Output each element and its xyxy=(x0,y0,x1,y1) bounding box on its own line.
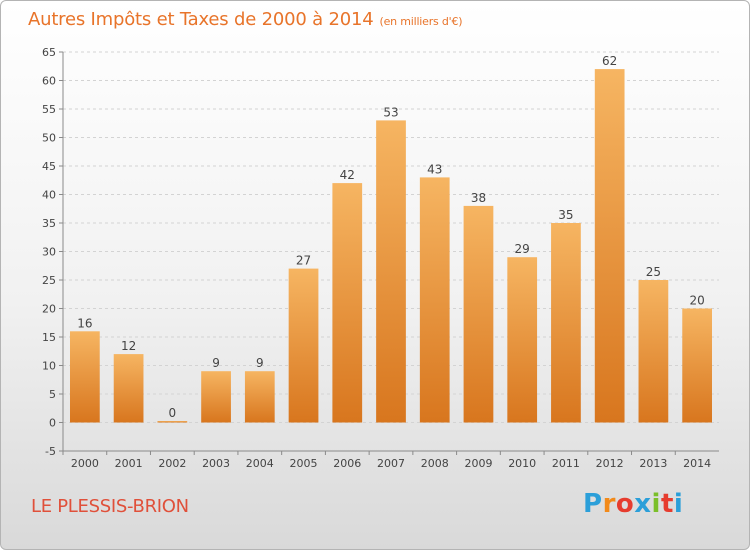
logo-letter: i xyxy=(673,489,684,519)
bar-2002 xyxy=(157,421,188,423)
logo-letter: P xyxy=(583,489,603,519)
bar-2010 xyxy=(507,257,538,423)
bar-2000 xyxy=(69,331,100,423)
x-tick-label: 2004 xyxy=(246,457,274,470)
logo-letter: t xyxy=(660,489,674,519)
y-tick-label: 35 xyxy=(42,217,56,230)
bar-2005 xyxy=(288,268,319,423)
data-label-2011: 35 xyxy=(558,208,573,222)
chart-title: Autres Impôts et Taxes de 2000 à 2014 (en… xyxy=(28,9,463,30)
bar-2003 xyxy=(201,371,231,423)
y-tick-label: 30 xyxy=(42,246,56,259)
x-tick-label: 2011 xyxy=(552,457,580,470)
y-tick-label: 0 xyxy=(49,417,56,430)
y-tick-label: 55 xyxy=(42,103,56,116)
y-tick-label: 20 xyxy=(42,303,56,316)
y-tick-label: 50 xyxy=(42,132,56,145)
bar-2008 xyxy=(419,177,450,423)
proxiti-logo[interactable]: Proxiti xyxy=(583,489,683,519)
commune-name: LE PLESSIS-BRION xyxy=(31,496,189,517)
x-tick-label: 2013 xyxy=(639,457,667,470)
data-labels: 16 12 0 9 9 27 42 53 43 38 29 35 62 25 20 xyxy=(77,54,705,420)
x-tick-label: 2006 xyxy=(333,457,361,470)
chart-subtitle: (en milliers d'€) xyxy=(379,15,463,28)
x-tick-label: 2005 xyxy=(290,457,318,470)
y-tick-label: 25 xyxy=(42,274,56,287)
x-tick-label: 2012 xyxy=(596,457,624,470)
bar-2004 xyxy=(244,371,275,423)
data-label-2012: 62 xyxy=(602,54,617,68)
data-label-2000: 16 xyxy=(77,316,92,330)
data-label-2003: 9 xyxy=(212,356,220,370)
y-tick-label: 45 xyxy=(42,160,56,173)
x-tick-label: 2009 xyxy=(464,457,492,470)
y-tick-label: 10 xyxy=(42,360,56,373)
logo-letter: o xyxy=(615,489,635,519)
y-tick-label: 5 xyxy=(49,388,56,401)
data-label-2005: 27 xyxy=(296,254,311,268)
bar-2014 xyxy=(682,308,713,423)
bar-2001 xyxy=(113,354,144,423)
data-label-2006: 42 xyxy=(340,168,355,182)
x-tick-label: 2002 xyxy=(158,457,186,470)
bar-2012 xyxy=(594,69,625,423)
y-tick-label: 40 xyxy=(42,189,56,202)
y-tick-label: 65 xyxy=(42,46,56,59)
y-tick-label: 15 xyxy=(42,331,56,344)
y-tick-label: -5 xyxy=(45,445,56,458)
data-label-2004: 9 xyxy=(256,356,264,370)
y-tick-label: 60 xyxy=(42,75,56,88)
bar-2006 xyxy=(332,183,363,423)
x-tick-label: 2010 xyxy=(508,457,536,470)
logo-letter: x xyxy=(634,489,652,519)
bar-2009 xyxy=(463,205,494,423)
data-label-2008: 43 xyxy=(427,162,442,176)
bar-2013 xyxy=(638,280,669,423)
x-tick-label: 2001 xyxy=(115,457,143,470)
data-label-2013: 25 xyxy=(646,265,661,279)
bars xyxy=(69,69,713,423)
chart-title-text: Autres Impôts et Taxes de 2000 à 2014 xyxy=(28,9,374,30)
bar-2007 xyxy=(376,120,406,423)
x-tick-label: 2003 xyxy=(202,457,230,470)
logo-letter: i xyxy=(651,489,661,519)
data-label-2009: 38 xyxy=(471,191,486,205)
x-tick-label: 2014 xyxy=(683,457,711,470)
data-label-2001: 12 xyxy=(121,339,136,353)
bar-2011 xyxy=(551,223,581,423)
data-label-2007: 53 xyxy=(383,105,398,119)
logo-letter: r xyxy=(602,489,616,519)
x-tick-label: 2007 xyxy=(377,457,405,470)
data-label-2014: 20 xyxy=(689,294,704,308)
data-label-2002: 0 xyxy=(169,406,177,420)
data-label-2010: 29 xyxy=(515,242,530,256)
x-tick-label: 2008 xyxy=(421,457,449,470)
x-tick-label: 2000 xyxy=(71,457,99,470)
